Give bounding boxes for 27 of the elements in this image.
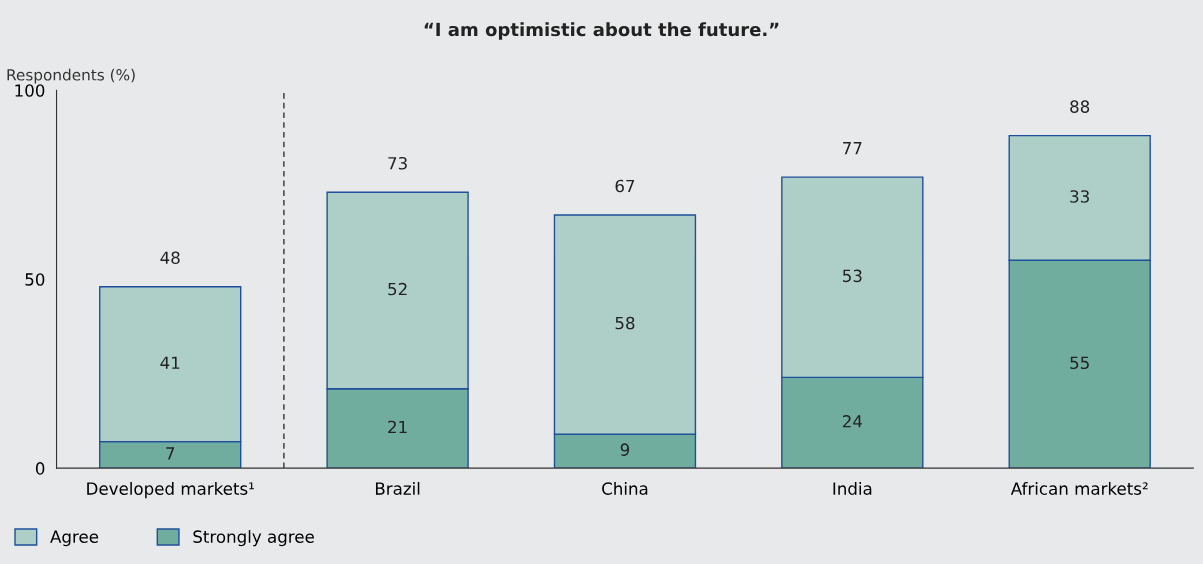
data-label: 21 [388, 420, 407, 434]
total-label: 73 [388, 156, 407, 170]
x-tick-label: Developed markets¹ [87, 482, 254, 499]
data-label: 41 [160, 356, 180, 369]
data-label: 9 [620, 443, 630, 456]
chart-title: “I am optimistic about the future.” [424, 22, 779, 40]
x-tick-label: India [833, 482, 872, 495]
total-label: 77 [843, 142, 862, 155]
x-tick-label: China [602, 482, 648, 495]
data-label: 53 [843, 269, 862, 283]
y-tick-label: 100 [15, 84, 45, 97]
total-label: 67 [615, 179, 635, 193]
y-axis-title: Respondents (%) [7, 68, 135, 84]
x-tick-label: African markets² [1010, 482, 1148, 495]
y-tick-label: 0 [35, 462, 45, 475]
data-label: 33 [1070, 190, 1089, 203]
data-label: 55 [1070, 356, 1089, 370]
total-label: 88 [1070, 100, 1090, 113]
y-tick-label: 50 [25, 273, 45, 286]
data-label: 52 [388, 282, 407, 296]
data-label: 58 [615, 316, 635, 330]
legend-label: Strongly agree [193, 530, 314, 547]
legend-label: Agree [50, 530, 99, 547]
x-tick-label: Brazil [375, 482, 420, 495]
total-label: 48 [160, 251, 180, 265]
data-label: 7 [166, 447, 175, 460]
data-label: 24 [842, 415, 862, 428]
